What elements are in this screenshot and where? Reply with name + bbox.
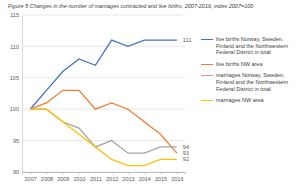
legend-item: marriages NW area: [201, 97, 298, 104]
x-tick: 2011: [90, 172, 102, 182]
x-axis: 2007 2008 2009 2010 2011 2012 2013 2014 2015 2016: [23, 172, 186, 182]
grid-line: [22, 140, 185, 141]
x-tick-mark: [46, 172, 47, 174]
y-tick-label: 90: [13, 169, 19, 175]
legend-item: marriages Norway, Sweden, Finland and th…: [201, 72, 298, 92]
y-tick-label: 95: [13, 138, 19, 144]
x-tick-label: 2008: [41, 176, 53, 182]
y-tick-label: 100: [10, 106, 19, 112]
legend-swatch: [201, 100, 213, 101]
data-label: 111: [183, 37, 191, 43]
x-tick-label: 2007: [25, 176, 37, 182]
y-tick: 100: [10, 106, 22, 112]
x-tick-mark: [95, 172, 96, 174]
x-tick-mark: [128, 172, 129, 174]
x-tick: 2016: [171, 172, 183, 182]
series-line: [30, 109, 177, 166]
data-label: 93: [183, 150, 189, 156]
x-tick: 2014: [139, 172, 151, 182]
x-tick: 2008: [41, 172, 53, 182]
y-axis: 90 95 100 105 110 115: [10, 12, 23, 175]
legend-item: live births NW area: [201, 61, 298, 68]
x-tick-mark: [177, 172, 178, 174]
y-tick: 105: [10, 75, 22, 81]
x-tick: 2013: [122, 172, 134, 182]
data-labels: 111 9394 92: [183, 37, 191, 162]
x-tick-mark: [112, 172, 113, 174]
legend-swatch: [201, 75, 213, 76]
x-tick-label: 2011: [90, 176, 102, 182]
legend-label: live births Norway, Sweden, Finland and …: [216, 36, 298, 56]
grid-line: [22, 77, 185, 78]
legend-swatch: [201, 64, 213, 65]
x-tick-label: 2013: [122, 176, 134, 182]
legend: live births Norway, Sweden, Finland and …: [201, 36, 298, 109]
x-axis-line: [23, 173, 186, 175]
grid: [22, 15, 185, 172]
x-tick: 2015: [155, 172, 167, 182]
x-tick-mark: [161, 172, 162, 174]
x-tick-label: 2010: [73, 176, 85, 182]
legend-swatch: [201, 39, 213, 40]
x-tick: 2009: [57, 172, 69, 182]
x-tick-label: 2012: [106, 176, 118, 182]
x-tick: 2012: [106, 172, 118, 182]
y-tick-label: 105: [10, 75, 19, 81]
y-tick: 115: [10, 12, 22, 18]
x-tick-label: 2016: [171, 176, 183, 182]
x-tick: 2010: [73, 172, 85, 182]
series-line: [30, 109, 177, 153]
y-axis-line: [22, 16, 23, 173]
grid-line: [22, 46, 185, 47]
legend-item: live births Norway, Sweden, Finland and …: [201, 36, 298, 56]
y-tick: 110: [10, 44, 22, 50]
title: Figure 5 Changes in the number of marria…: [8, 3, 254, 9]
x-tick-mark: [63, 172, 64, 174]
x-tick: 2007: [25, 172, 37, 182]
x-tick-label: 2014: [139, 176, 151, 182]
data-label: 94: [183, 144, 189, 150]
legend-label: marriages NW area: [216, 97, 264, 104]
x-tick-label: 2009: [57, 176, 69, 182]
x-tick-mark: [30, 172, 31, 174]
lines: [30, 40, 177, 166]
legend-label: marriages Norway, Sweden, Finland and th…: [216, 72, 298, 92]
chart: Figure 5 Changes in the number of marria…: [0, 0, 300, 192]
data-label: 92: [183, 156, 189, 162]
grid-line: [22, 15, 185, 16]
x-tick-label: 2015: [155, 176, 167, 182]
series-line: [30, 90, 177, 153]
y-tick: 95: [13, 138, 22, 144]
y-tick-label: 115: [10, 12, 19, 18]
y-tick-label: 110: [10, 44, 19, 50]
x-tick-mark: [79, 172, 80, 174]
legend-label: live births NW area: [216, 61, 262, 68]
x-tick-mark: [144, 172, 145, 174]
y-tick: 90: [13, 169, 22, 175]
